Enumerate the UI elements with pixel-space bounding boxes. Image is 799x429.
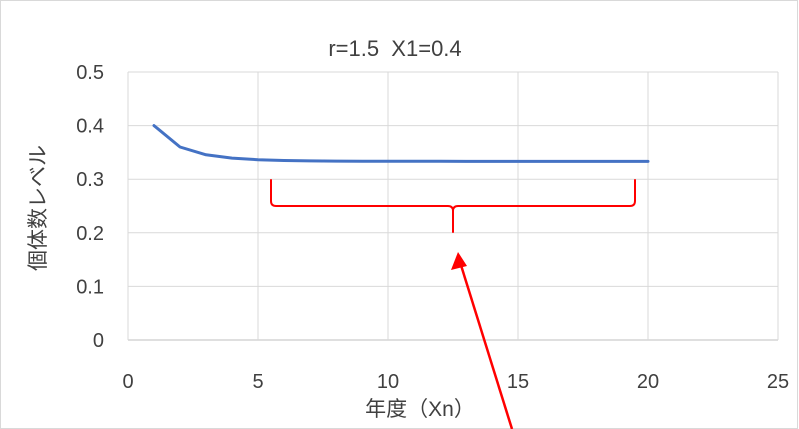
y-axis-label: 個体数レベル: [27, 145, 50, 271]
y-tick-label: 0.5: [76, 62, 104, 84]
x-tick-label: 20: [637, 371, 659, 393]
x-tick-label: 15: [507, 371, 529, 393]
curly-brace-annotation: [270, 179, 636, 233]
annotation-group: [270, 179, 636, 429]
y-tick-label: 0.1: [76, 276, 104, 298]
x-axis-label: 年度（Xn）: [365, 398, 475, 421]
arrow-head: [451, 252, 467, 270]
y-tick-label: 0.2: [76, 223, 104, 245]
arrow-annotation: [458, 261, 514, 429]
x-tick-label: 5: [252, 371, 263, 393]
chart-title: r=1.5 X1=0.4: [328, 36, 461, 61]
series-line: [152, 124, 650, 163]
gridlines: [127, 71, 779, 341]
x-tick-label: 0: [122, 371, 133, 393]
y-tick-label: 0.3: [76, 169, 104, 191]
y-tick-label: 0: [93, 330, 104, 352]
y-tick-labels: 0 0.1 0.2 0.3 0.4 0.5: [76, 62, 104, 352]
series-group: [152, 124, 650, 163]
x-tick-label: 25: [767, 371, 789, 393]
x-tick-label: 10: [377, 371, 399, 393]
y-tick-label: 0.4: [76, 116, 104, 138]
x-tick-labels: 0 5 10 15 20 25: [122, 371, 789, 393]
